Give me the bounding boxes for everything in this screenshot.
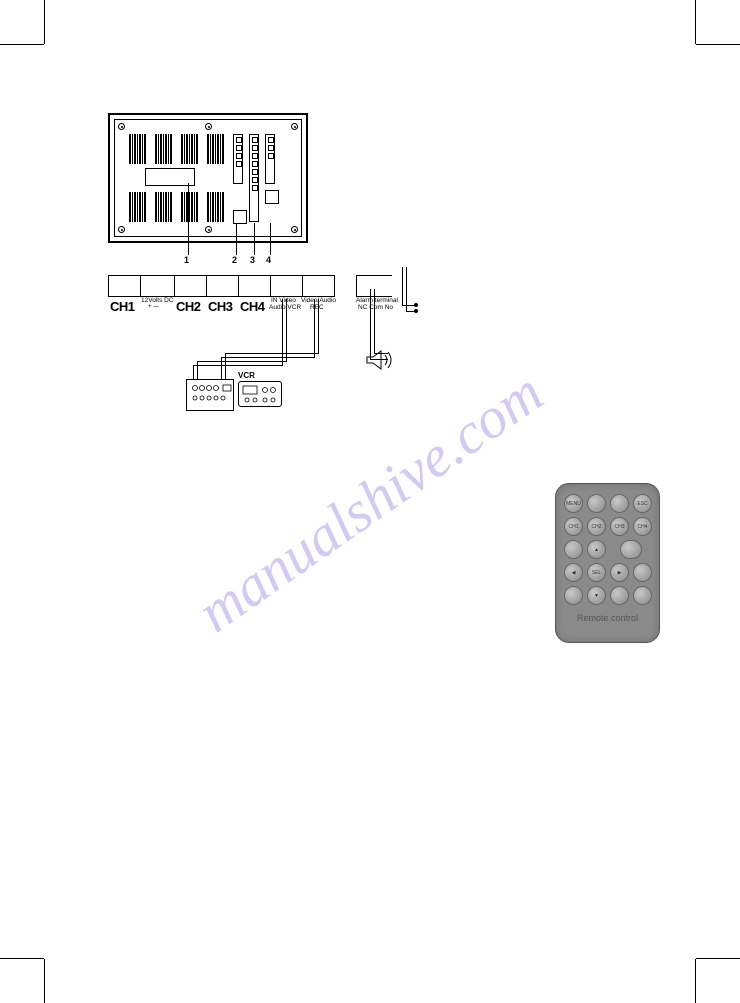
port-block [233, 134, 243, 184]
diagram-area: 1 2 3 4 CH1 12Volts DC + — CH2 CH3 CH4 I… [108, 113, 648, 419]
remote-btn[interactable] [564, 540, 583, 559]
screw [291, 226, 298, 233]
vcr-device [238, 381, 282, 407]
remote-btn-left[interactable]: ◀ [564, 563, 583, 582]
screw [291, 123, 298, 130]
device-back-panel [108, 113, 308, 243]
remote-btn[interactable] [610, 494, 629, 513]
vcr-device [186, 379, 234, 411]
remote-btn-right[interactable]: ▶ [610, 563, 629, 582]
port-block [265, 134, 275, 184]
callout-number: 2 [232, 255, 237, 265]
remote-btn-esc[interactable]: ESC [633, 494, 652, 513]
screw [205, 123, 212, 130]
screw [118, 123, 125, 130]
connector-block [302, 275, 334, 297]
remote-btn[interactable] [633, 586, 652, 605]
crop-mark [695, 0, 696, 44]
crop-mark [695, 959, 696, 1003]
remote-btn-ch3[interactable]: CH3 [610, 517, 629, 536]
remote-label: Remote control [577, 613, 638, 623]
remote-btn-menu[interactable]: MENU [564, 494, 583, 513]
vent [129, 192, 146, 222]
vent [155, 134, 172, 164]
vent [181, 134, 198, 164]
remote-btn[interactable] [633, 563, 652, 582]
speaker-icon [363, 347, 399, 377]
wiring-diagram: VCR [108, 299, 478, 419]
callout-area: 1 2 3 4 [108, 243, 308, 265]
vent [181, 192, 198, 222]
connector-block [140, 275, 174, 297]
connector-block [108, 275, 140, 297]
connector-block [270, 275, 302, 297]
remote-btn[interactable] [587, 494, 606, 513]
remote-btn-down[interactable]: ▼ [587, 586, 606, 605]
connection-dot [414, 309, 418, 313]
connector-block [238, 275, 270, 297]
callout-number: 3 [250, 255, 255, 265]
callout-number: 1 [184, 255, 189, 265]
vent [207, 192, 224, 222]
remote-button-grid: MENU ESC CH1 CH2 CH3 CH4 ▲ ◀ SEL ▶ ▼ [564, 494, 651, 605]
crop-mark [44, 959, 45, 1003]
remote-btn-up[interactable]: ▲ [587, 540, 606, 559]
vcr-icon [187, 380, 235, 412]
crop-mark [0, 958, 44, 959]
crop-mark [44, 0, 45, 44]
vent [155, 192, 172, 222]
remote-control: MENU ESC CH1 CH2 CH3 CH4 ▲ ◀ SEL ▶ ▼ Rem… [555, 483, 660, 643]
crop-mark [696, 44, 740, 45]
port-block [265, 190, 279, 204]
connector-gap [334, 275, 356, 297]
remote-btn-sel[interactable]: SEL [587, 563, 606, 582]
connector-block [206, 275, 238, 297]
crop-mark [696, 958, 740, 959]
screw [205, 226, 212, 233]
vent [129, 134, 146, 164]
remote-btn-ch4[interactable]: CH4 [633, 517, 652, 536]
connection-dot [414, 303, 418, 307]
device-inner-frame [114, 119, 302, 237]
vcr-label: VCR [238, 371, 255, 380]
connector-block [174, 275, 206, 297]
remote-btn[interactable] [620, 540, 642, 559]
vcr-icon [239, 382, 283, 408]
port-block [233, 210, 247, 224]
port-block [249, 134, 259, 222]
remote-btn[interactable] [564, 586, 583, 605]
connector-strip [108, 275, 478, 297]
remote-btn-ch2[interactable]: CH2 [587, 517, 606, 536]
remote-btn-ch1[interactable]: CH1 [564, 517, 583, 536]
remote-btn[interactable] [610, 586, 629, 605]
vent [207, 134, 224, 164]
crop-mark [0, 44, 44, 45]
screw [118, 226, 125, 233]
callout-number: 4 [266, 255, 271, 265]
